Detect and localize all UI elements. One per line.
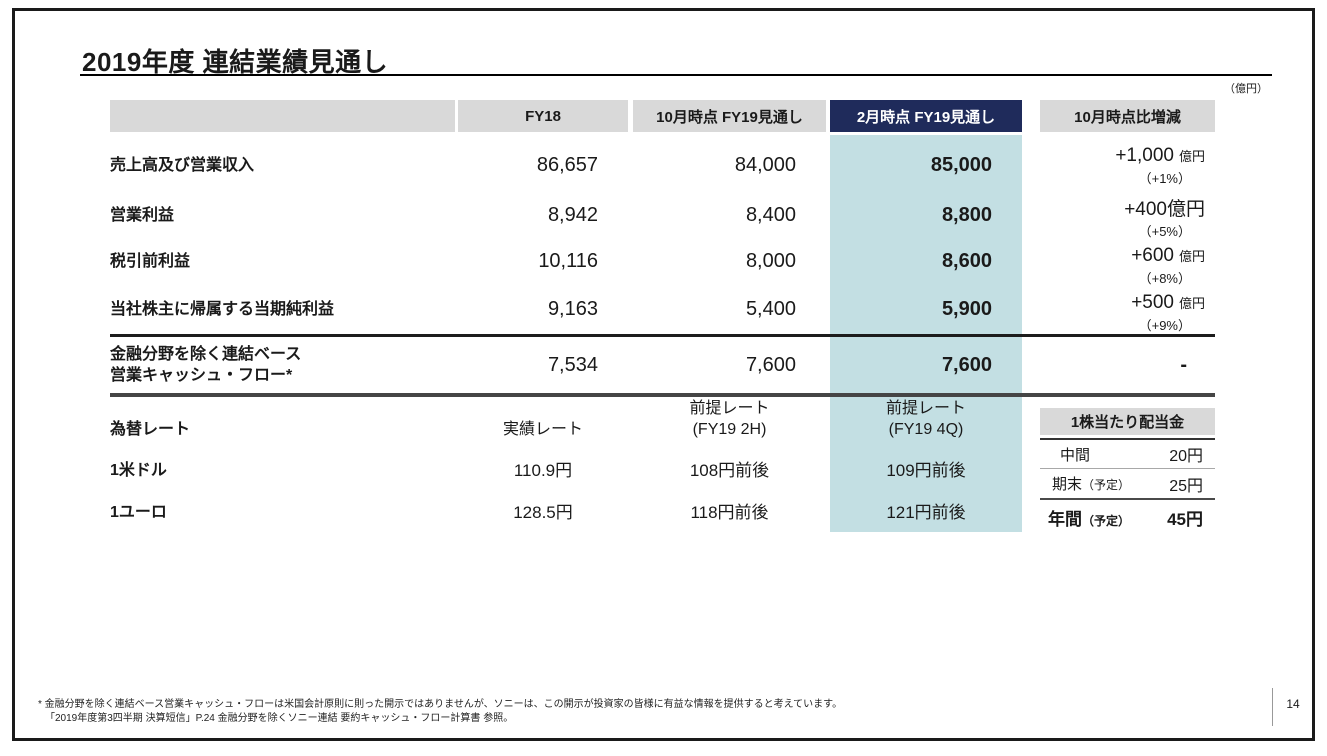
operating-income-feb: 8,800 (941, 203, 992, 226)
column-header-change: 10月時点比増減 (1040, 100, 1215, 132)
pretax-income-change-pct: （+8%） (1138, 271, 1191, 286)
cashflow-label-line2: 営業キャッシュ・フロー* (110, 367, 293, 384)
net-income-change-amount: +500 億円 (1131, 292, 1205, 313)
fx-header-oct: 前提レート (FY19 2H) (689, 400, 770, 438)
column-header-labels (110, 100, 455, 132)
fx-header-fy18: 実績レート (502, 421, 583, 438)
sales-change: +1,000 億円 （+1%） (1040, 138, 1215, 192)
title-underline (80, 74, 1272, 76)
footnote: * 金融分野を除く連結ベース営業キャッシュ・フローは米国会計原則に則った開示では… (38, 698, 842, 726)
separator-line-top (110, 334, 1215, 337)
row-label-sales: 売上高及び営業収入 (110, 156, 255, 174)
dividend-box: 1株当たり配当金 中間 20円 期末（予定） 25円 年間（予定） 45円 (1040, 408, 1215, 534)
highlight-column-band (830, 135, 1022, 532)
pretax-income-change-amount: +600 億円 (1131, 245, 1205, 266)
fx-header-feb: 前提レート (FY19 4Q) (885, 400, 966, 438)
dividend-annual-label: 年間（予定） (1048, 509, 1131, 529)
net-income-change-pct: （+9%） (1138, 318, 1191, 333)
operating-income-change-amount: +400億円 (1124, 199, 1205, 220)
column-header-oct-forecast: 10月時点 FY19見通し (633, 100, 826, 132)
operating-income-fy18: 8,942 (547, 203, 598, 226)
pretax-income-feb: 8,600 (941, 250, 992, 272)
dividend-yearend-value: 25円 (1169, 477, 1203, 495)
dividend-interim-value: 20円 (1169, 448, 1203, 465)
operating-income-change: +400億円 （+5%） (1040, 192, 1215, 239)
fx-row-label-eur: 1ユーロ (110, 504, 167, 521)
separator-line-bottom (110, 393, 1215, 397)
eur-feb: 121円前後 (886, 502, 966, 522)
cashflow-fy18: 7,534 (547, 353, 598, 376)
operating-income-oct: 8,400 (745, 203, 796, 226)
column-header-fy18: FY18 (458, 100, 628, 132)
pretax-income-fy18: 10,116 (538, 250, 598, 272)
usd-oct: 108円前後 (689, 460, 770, 480)
dividend-title: 1株当たり配当金 (1040, 408, 1215, 435)
dividend-header-rule (1040, 438, 1215, 440)
page-number-divider (1272, 688, 1273, 726)
pretax-income-change: +600 億円 （+8%） (1040, 238, 1215, 286)
sales-change-pct: （+1%） (1138, 171, 1191, 186)
fx-row-label-usd: 1米ドル (110, 462, 167, 479)
row-label-cashflow: 金融分野を除く連結ベース 営業キャッシュ・フロー* (110, 337, 455, 393)
net-income-feb: 5,900 (941, 298, 992, 320)
operating-income-change-pct: （+5%） (1138, 224, 1191, 239)
column-header-feb-forecast: 2月時点 FY19見通し (830, 100, 1022, 132)
row-label-operating-income: 営業利益 (110, 206, 175, 224)
pretax-income-oct: 8,000 (745, 250, 796, 272)
cashflow-oct: 7,600 (745, 353, 796, 376)
page-title: 2019年度 連結業績見通し (82, 47, 389, 77)
net-income-oct: 5,400 (745, 298, 796, 320)
footnote-line1: * 金融分野を除く連結ベース営業キャッシュ・フローは米国会計原則に則った開示では… (38, 699, 843, 710)
usd-feb: 109円前後 (886, 460, 966, 480)
eur-oct: 118円前後 (690, 502, 769, 522)
footnote-line2: 「2019年度第3四半期 決算短信」P.24 金融分野を除くソニー連結 要約キャ… (45, 713, 514, 724)
dividend-interim-label: 中間 (1060, 446, 1091, 464)
fx-section-label: 為替レート (110, 421, 191, 438)
usd-fy18: 110.9円 (513, 460, 573, 480)
sales-feb: 85,000 (930, 153, 992, 176)
eur-fy18: 128.5円 (513, 502, 573, 522)
sales-fy18: 86,657 (536, 153, 598, 176)
dividend-annual-value: 45円 (1167, 509, 1203, 529)
dividend-row-yearend: 期末（予定） 25円 (1040, 469, 1215, 500)
cashflow-feb: 7,600 (941, 353, 992, 376)
dividend-row-annual: 年間（予定） 45円 (1040, 500, 1215, 534)
page-number: 14 (1286, 697, 1300, 711)
net-income-change: +500 億円 （+9%） (1040, 285, 1215, 334)
cashflow-change: - (1180, 353, 1187, 376)
dividend-row-interim: 中間 20円 (1040, 440, 1215, 469)
unit-note: （億円） (1224, 83, 1268, 95)
sales-change-amount: +1,000 億円 (1115, 145, 1205, 166)
forecast-table: FY18 10月時点 FY19見通し 2月時点 FY19見通し 10月時点比増減… (110, 100, 1215, 532)
net-income-fy18: 9,163 (547, 298, 598, 320)
row-label-net-income: 当社株主に帰属する当期純利益 (110, 301, 335, 318)
cashflow-label-line1: 金融分野を除く連結ベース (110, 346, 302, 363)
dividend-yearend-label: 期末（予定） (1052, 476, 1131, 493)
row-label-pretax-income: 税引前利益 (110, 253, 191, 270)
sales-oct: 84,000 (734, 153, 796, 176)
